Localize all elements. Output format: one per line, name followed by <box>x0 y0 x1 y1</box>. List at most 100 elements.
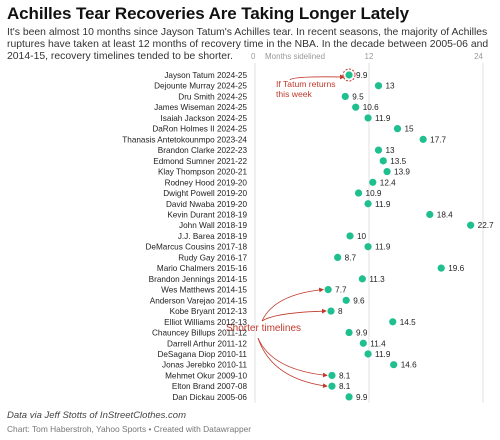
value-label: 11.9 <box>375 114 391 123</box>
value-label: 15 <box>405 125 415 134</box>
tatum-annotation-line1: If Tatum returns <box>276 79 336 89</box>
category-label: Dwight Powell 2019-20 <box>163 189 247 198</box>
value-label: 9.9 <box>356 329 368 338</box>
category-label: Brandon Clarke 2022-23 <box>158 146 248 155</box>
data-point <box>374 146 383 154</box>
data-point <box>364 350 372 358</box>
data-point <box>354 189 363 197</box>
value-label: 14.6 <box>401 361 417 370</box>
chart-subtitle: It's been almost 10 months since Jayson … <box>7 27 489 62</box>
category-label: Mario Chalmers 2015-16 <box>157 264 248 273</box>
category-label: Wes Matthews 2014-15 <box>161 286 247 295</box>
value-label: 22.7 <box>478 221 494 230</box>
credit-note: Chart: Tom Haberstroh, Yahoo Sports • Cr… <box>7 424 252 434</box>
shorter-timelines-arrow <box>257 337 328 378</box>
shorter-timelines-annotation: Shorter timelines <box>226 323 301 334</box>
data-point <box>345 393 353 401</box>
data-point <box>374 82 383 90</box>
data-point <box>359 339 367 347</box>
data-point <box>364 114 372 122</box>
value-label: 13 <box>386 146 396 155</box>
value-label: 9.6 <box>353 296 365 305</box>
data-point <box>369 178 377 186</box>
chart-title: Achilles Tear Recoveries Are Taking Long… <box>7 4 409 23</box>
data-point <box>364 243 372 251</box>
category-label: DeSagana Diop 2010-11 <box>157 350 247 359</box>
category-label: J.J. Barea 2018-19 <box>178 232 248 241</box>
category-label: Elliot Williams 2012-13 <box>164 318 247 327</box>
value-label: 12.4 <box>380 178 396 187</box>
value-label: 13.5 <box>390 157 406 166</box>
data-point <box>358 275 366 283</box>
data-point <box>334 253 342 262</box>
shorter-timelines-arrow <box>261 308 327 322</box>
value-label: 8.1 <box>339 371 351 380</box>
value-label: 11.3 <box>369 275 385 284</box>
value-label: 9.5 <box>352 92 364 101</box>
value-label: 18.4 <box>437 210 453 219</box>
category-label: Edmond Sumner 2021-22 <box>153 157 247 166</box>
value-label: 13.9 <box>394 168 410 177</box>
category-label: David Nwaba 2019-20 <box>166 200 247 209</box>
category-label: Jonas Jerebko 2010-11 <box>162 361 247 370</box>
x-tick-label: 0 <box>251 52 256 61</box>
tatum-annotation-arrow <box>289 74 345 81</box>
category-label: Brandon Jennings 2014-15 <box>149 275 248 284</box>
data-point <box>346 232 354 240</box>
data-point <box>324 286 332 294</box>
data-point <box>327 307 335 315</box>
data-point <box>352 103 360 111</box>
data-point <box>419 135 427 143</box>
data-point <box>426 210 434 219</box>
category-label: Rudy Gay 2016-17 <box>178 253 247 262</box>
data-point <box>345 328 353 337</box>
data-point <box>467 221 475 229</box>
data-point <box>437 264 445 272</box>
x-axis-label: Months sidelined <box>265 52 325 61</box>
category-label: Klay Thompson 2020-21 <box>158 168 248 177</box>
category-label: Anderson Varejao 2014-15 <box>150 296 248 305</box>
category-label: Kobe Bryant 2012-13 <box>170 307 248 316</box>
value-label: 17.7 <box>430 135 446 144</box>
value-label: 14.5 <box>400 318 416 327</box>
category-label: Thanasis Antetokounmpo 2023-24 <box>122 135 247 144</box>
data-point <box>341 92 349 101</box>
category-label: Darrell Arthur 2011-12 <box>167 339 247 348</box>
tatum-annotation-line2: this week <box>276 89 313 99</box>
data-point <box>328 371 336 380</box>
value-label: 9.9 <box>356 71 368 80</box>
category-label: DaRon Holmes II 2024-25 <box>152 125 247 134</box>
value-label: 8 <box>338 307 343 316</box>
value-label: 11.9 <box>375 243 391 252</box>
category-label: Rodney Hood 2019-20 <box>165 178 248 187</box>
category-label: Isaiah Jackson 2024-25 <box>161 114 248 123</box>
data-point <box>364 200 372 208</box>
x-tick-label: 24 <box>474 52 483 61</box>
value-label: 10.9 <box>366 189 382 198</box>
category-label: Chauncey Billups 2011-12 <box>152 329 247 338</box>
x-tick-label: 12 <box>365 52 374 61</box>
value-label: 11.9 <box>375 350 391 359</box>
shorter-timelines-arrow <box>257 337 328 389</box>
value-label: 7.7 <box>335 286 347 295</box>
value-label: 8.7 <box>345 253 357 262</box>
category-label: Mehmet Okur 2009-10 <box>165 371 247 380</box>
category-label: Dru Smith 2024-25 <box>178 92 247 101</box>
value-label: 11.9 <box>375 200 391 209</box>
category-label: Dejounte Murray 2024-25 <box>154 82 247 91</box>
category-label: Elton Brand 2007-08 <box>172 382 248 391</box>
shorter-timelines-arrow <box>261 287 324 322</box>
value-label: 10 <box>357 232 367 241</box>
category-label: James Wiseman 2024-25 <box>154 103 247 112</box>
data-point <box>328 382 336 390</box>
data-point <box>383 167 391 176</box>
data-point <box>390 361 398 369</box>
data-point <box>393 125 402 133</box>
data-point <box>345 71 353 79</box>
category-label: Dan Dickau 2005-06 <box>172 393 247 402</box>
value-label: 19.6 <box>448 264 464 273</box>
category-label: DeMarcus Cousins 2017-18 <box>146 243 248 252</box>
data-point <box>342 296 350 304</box>
